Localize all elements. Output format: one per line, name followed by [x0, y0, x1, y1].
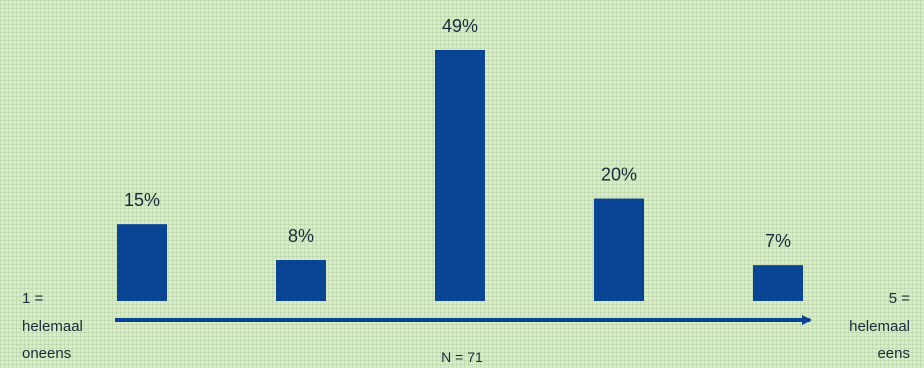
- right-label-line-3: eens: [877, 345, 910, 362]
- sample-size-note: N = 71: [441, 349, 483, 365]
- value-label-1: 15%: [124, 190, 160, 210]
- bar-2: [276, 260, 326, 301]
- right-label-line-2: helemaal: [849, 318, 910, 335]
- value-label-4: 20%: [601, 165, 637, 185]
- value-label-2: 8%: [288, 226, 314, 246]
- value-labels-group: 15% 8% 49% 20% 7%: [124, 16, 791, 251]
- bar-4: [594, 198, 644, 301]
- right-label-line-1: 5 =: [889, 290, 911, 307]
- bar-5: [753, 265, 803, 301]
- value-label-3: 49%: [442, 16, 478, 36]
- value-label-5: 7%: [765, 231, 791, 251]
- bar-3: [435, 50, 485, 301]
- left-label-line-1: 1 =: [22, 290, 44, 307]
- left-label-line-2: helemaal: [22, 318, 83, 335]
- bar-1: [117, 224, 167, 301]
- left-label-line-3: oneens: [22, 345, 71, 362]
- bars-group: [117, 50, 803, 301]
